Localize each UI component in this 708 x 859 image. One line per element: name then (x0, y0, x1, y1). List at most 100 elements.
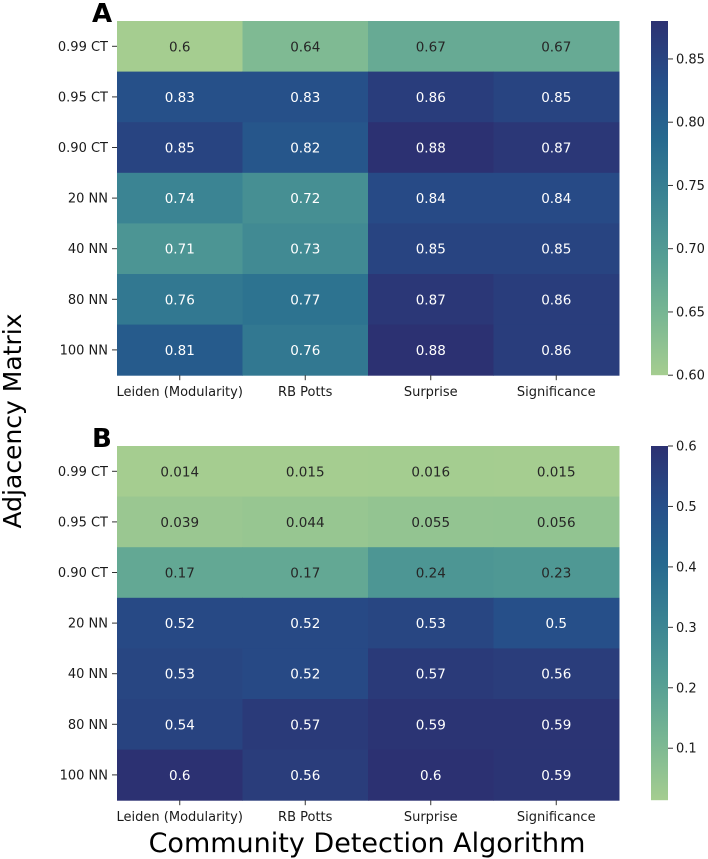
cell-value-label: 0.82 (290, 141, 320, 157)
heatmap-cell (493, 223, 620, 275)
cell-value-label: 0.84 (416, 191, 446, 207)
heatmap-cell (117, 496, 243, 548)
heatmap-cell (493, 446, 620, 498)
heatmap-cell (368, 122, 494, 174)
cell-value-label: 0.67 (416, 39, 446, 55)
cell-value-label: 0.17 (165, 566, 195, 582)
x-tick-label: RB Potts (278, 810, 333, 825)
heatmap-panel-b: B 0.014 0.015 0.016 0.015 0.039 0.044 0.055 0.05… (58, 424, 697, 825)
heatmap-cell (368, 223, 494, 275)
x-axis-label: Community Detection Algorithm (149, 828, 586, 859)
cell-value-label: 0.56 (541, 667, 571, 683)
x-tick-label: Leiden (Modularity) (117, 385, 243, 400)
cell-value-label: 0.5 (546, 616, 567, 632)
cell-value-label: 0.53 (165, 667, 195, 683)
cell-value-label: 0.76 (165, 292, 195, 308)
y-tick-label: 0.99 CT (58, 40, 108, 55)
heatmap-cell (117, 274, 243, 326)
cell-value-label: 0.52 (290, 667, 320, 683)
cell-value-label: 0.015 (286, 464, 325, 480)
cell-value-label: 0.73 (290, 242, 320, 258)
x-tick-label: Significance (517, 385, 596, 400)
cell-value-label: 0.87 (416, 292, 446, 308)
colorbar-tick-label: 0.5 (676, 500, 697, 515)
cell-value-label: 0.72 (290, 191, 320, 207)
heatmap-cell (117, 223, 243, 275)
cell-value-label: 0.76 (290, 343, 320, 359)
cell-value-label: 0.64 (290, 39, 320, 55)
cell-value-label: 0.24 (416, 566, 446, 582)
heatmap-cell (242, 699, 369, 751)
cell-value-label: 0.59 (541, 717, 571, 733)
cell-value-label: 0.015 (537, 464, 576, 480)
colorbar-tick-label: 0.60 (676, 369, 705, 384)
cell-value-label: 0.016 (411, 464, 450, 480)
heatmap-cell (242, 172, 369, 224)
cell-value-label: 0.23 (541, 566, 571, 582)
heatmap-cell (368, 749, 494, 801)
x-tick-label: Surprise (404, 810, 458, 825)
cell-value-label: 0.85 (541, 242, 571, 258)
cell-value-label: 0.039 (160, 515, 199, 531)
cell-value-label: 0.014 (160, 464, 199, 480)
heatmap-cell (368, 21, 494, 73)
cell-value-label: 0.53 (416, 616, 446, 632)
cell-value-label: 0.81 (165, 343, 195, 359)
cell-value-label: 0.86 (416, 90, 446, 106)
colorbar-tick-label: 0.6 (676, 440, 697, 455)
heatmap-cell (242, 21, 369, 73)
colorbar (651, 446, 668, 801)
heatmap-cell (493, 597, 620, 649)
cell-value-label: 0.57 (290, 717, 320, 733)
heatmap-cell (368, 172, 494, 224)
heatmap-cell (242, 223, 369, 275)
x-tick-label: Leiden (Modularity) (117, 810, 243, 825)
cell-value-label: 0.85 (165, 141, 195, 157)
x-tick-label: Significance (517, 810, 596, 825)
heatmap-cell (242, 274, 369, 326)
cell-value-label: 0.56 (290, 768, 320, 784)
cell-value-label: 0.77 (290, 292, 320, 308)
colorbar-tick-label: 0.75 (676, 179, 705, 194)
cell-value-label: 0.52 (165, 616, 195, 632)
heatmap-cell (117, 749, 243, 801)
cell-value-label: 0.055 (411, 515, 450, 531)
cell-value-label: 0.85 (541, 90, 571, 106)
cell-value-label: 0.6 (169, 768, 190, 784)
y-tick-label: 0.95 CT (58, 90, 108, 105)
heatmap-cell (242, 446, 369, 498)
cell-value-label: 0.54 (165, 717, 195, 733)
heatmap-cell (117, 648, 243, 700)
heatmap-cell (242, 749, 369, 801)
heatmap-cell (493, 274, 620, 326)
cell-value-label: 0.044 (286, 515, 325, 531)
heatmap-cell (117, 122, 243, 174)
heatmap-cell (493, 71, 620, 123)
y-axis-label: Adjacency Matrix (0, 314, 27, 529)
cell-value-label: 0.59 (541, 768, 571, 784)
heatmap-cell (493, 547, 620, 599)
cell-value-label: 0.84 (541, 191, 571, 207)
colorbar-tick-label: 0.3 (676, 621, 697, 636)
heatmap-cell (368, 324, 494, 376)
heatmap-cell (242, 597, 369, 649)
y-tick-label: 100 NN (60, 768, 108, 783)
cell-value-label: 0.59 (416, 717, 446, 733)
heatmap-cell (493, 21, 620, 73)
cell-value-label: 0.6 (169, 39, 190, 55)
y-tick-label: 0.99 CT (58, 465, 108, 480)
heatmap-cell (117, 21, 243, 73)
cell-value-label: 0.6 (420, 768, 441, 784)
cell-value-label: 0.88 (416, 141, 446, 157)
heatmap-cell (117, 71, 243, 123)
colorbar-tick-label: 0.1 (676, 742, 697, 757)
panel-letter: A (92, 0, 112, 29)
heatmap-cell (368, 547, 494, 599)
heatmap-cell (117, 324, 243, 376)
colorbar (651, 21, 668, 376)
heatmap-panel-a: A 0.6 0.64 0.67 0.67 0.83 0.83 0.86 0.85 0.85 0.82… (58, 0, 705, 400)
heatmap-cell (493, 648, 620, 700)
heatmap-cell (242, 648, 369, 700)
y-tick-label: 80 NN (68, 293, 108, 308)
